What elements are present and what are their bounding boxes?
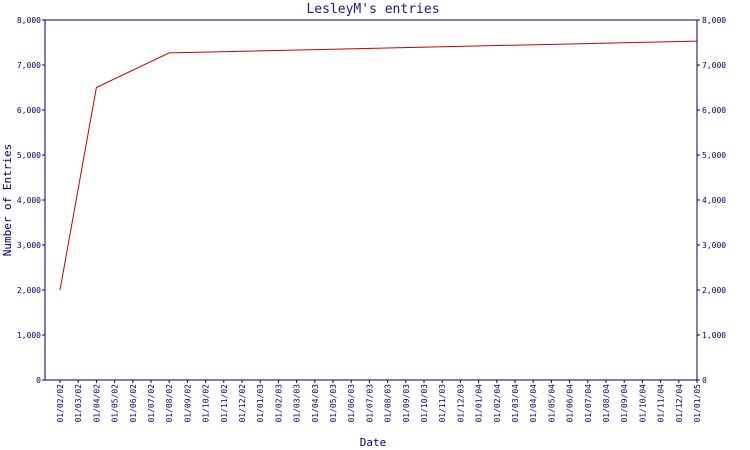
x-tick-label: 01/06/04: [566, 384, 575, 423]
x-tick-label: 01/05/03: [329, 384, 338, 423]
x-tick-label: 01/02/02: [56, 384, 65, 423]
x-tick-label: 01/02/03: [274, 384, 283, 423]
series-group: [59, 40, 698, 291]
x-tick-label: 01/01/05: [693, 384, 702, 423]
x-tick-label: 01/08/02: [165, 384, 174, 423]
x-tick-label: 01/09/03: [402, 384, 411, 423]
x-tick-label: 01/09/02: [183, 384, 192, 423]
x-tick-label: 01/06/03: [347, 384, 356, 423]
y-tick-label-left: 5,000: [17, 151, 41, 160]
x-tick-label: 01/01/04: [475, 384, 484, 423]
x-tick-label: 01/10/02: [202, 384, 211, 423]
x-tick-label: 01/07/04: [584, 384, 593, 423]
x-axis: 01/02/02 01/03/02 01/04/02 01/05/02 01/06/02…: [56, 380, 702, 423]
y-tick-label-left: 4,000: [17, 196, 41, 205]
x-tick-label: 01/11/03: [438, 384, 447, 423]
y-tick-label-right: 2,000: [702, 286, 726, 295]
x-tick-label: 01/04/04: [529, 384, 538, 423]
x-tick-label: 01/09/04: [620, 384, 629, 423]
y-tick-label-right: 5,000: [702, 151, 726, 160]
y-tick-label-right: 6,000: [702, 106, 726, 115]
x-tick-label: 01/10/03: [420, 384, 429, 423]
y-tick-label-left: 6,000: [17, 106, 41, 115]
x-tick-label: 01/12/04: [675, 384, 684, 423]
y-axis-right: 0 1,000 2,000 3,000 4,000 5,000 6,000 7,000 8,00…: [697, 16, 726, 385]
y-tick-label-left: 8,000: [17, 16, 41, 25]
x-tick-label: 01/07/03: [365, 384, 374, 423]
x-tick-label: 01/05/02: [111, 384, 120, 423]
plot-frame: [44, 19, 698, 381]
x-tick-label: 01/03/02: [74, 384, 83, 423]
x-tick-label: 01/04/02: [92, 384, 101, 423]
x-tick-label: 01/06/02: [129, 384, 138, 423]
x-tick-label: 01/11/02: [220, 384, 229, 423]
chart-title: LesleyM's entries: [306, 2, 439, 17]
y-tick-label-right: 8,000: [702, 16, 726, 25]
y-tick-label-left: 2,000: [17, 286, 41, 295]
y-tick-label-left: 7,000: [17, 61, 41, 70]
x-axis-label: Date: [360, 436, 387, 449]
x-tick-label: 01/07/02: [147, 384, 156, 423]
x-tick-label: 01/03/03: [293, 384, 302, 423]
y-tick-label-right: 3,000: [702, 241, 726, 250]
y-axis-label: Number of Entries: [1, 144, 14, 257]
series-line: [59, 40, 698, 291]
x-tick-label: 01/05/04: [547, 384, 556, 423]
y-tick-label-right: 0: [702, 376, 707, 385]
x-tick-label: 01/12/03: [456, 384, 465, 423]
x-tick-label: 01/01/03: [256, 384, 265, 423]
x-tick-label: 01/08/04: [602, 384, 611, 423]
y-tick-label-right: 1,000: [702, 331, 726, 340]
x-tick-label: 01/04/03: [311, 384, 320, 423]
x-tick-label: 01/11/04: [657, 384, 666, 423]
x-tick-label: 01/02/04: [493, 384, 502, 423]
x-tick-label: 01/10/04: [638, 384, 647, 423]
x-tick-label: 01/12/02: [238, 384, 247, 423]
y-tick-label-left: 1,000: [17, 331, 41, 340]
y-tick-label-left: 0: [36, 376, 41, 385]
x-tick-label: 01/03/04: [511, 384, 520, 423]
y-axis-left: 0 1,000 2,000 3,000 4,000 5,000 6,000 7,000 8,00…: [17, 16, 45, 385]
y-tick-label-right: 4,000: [702, 196, 726, 205]
x-tick-label: 01/08/03: [384, 384, 393, 423]
y-tick-label-right: 7,000: [702, 61, 726, 70]
y-tick-label-left: 3,000: [17, 241, 41, 250]
axes: [44, 19, 698, 381]
